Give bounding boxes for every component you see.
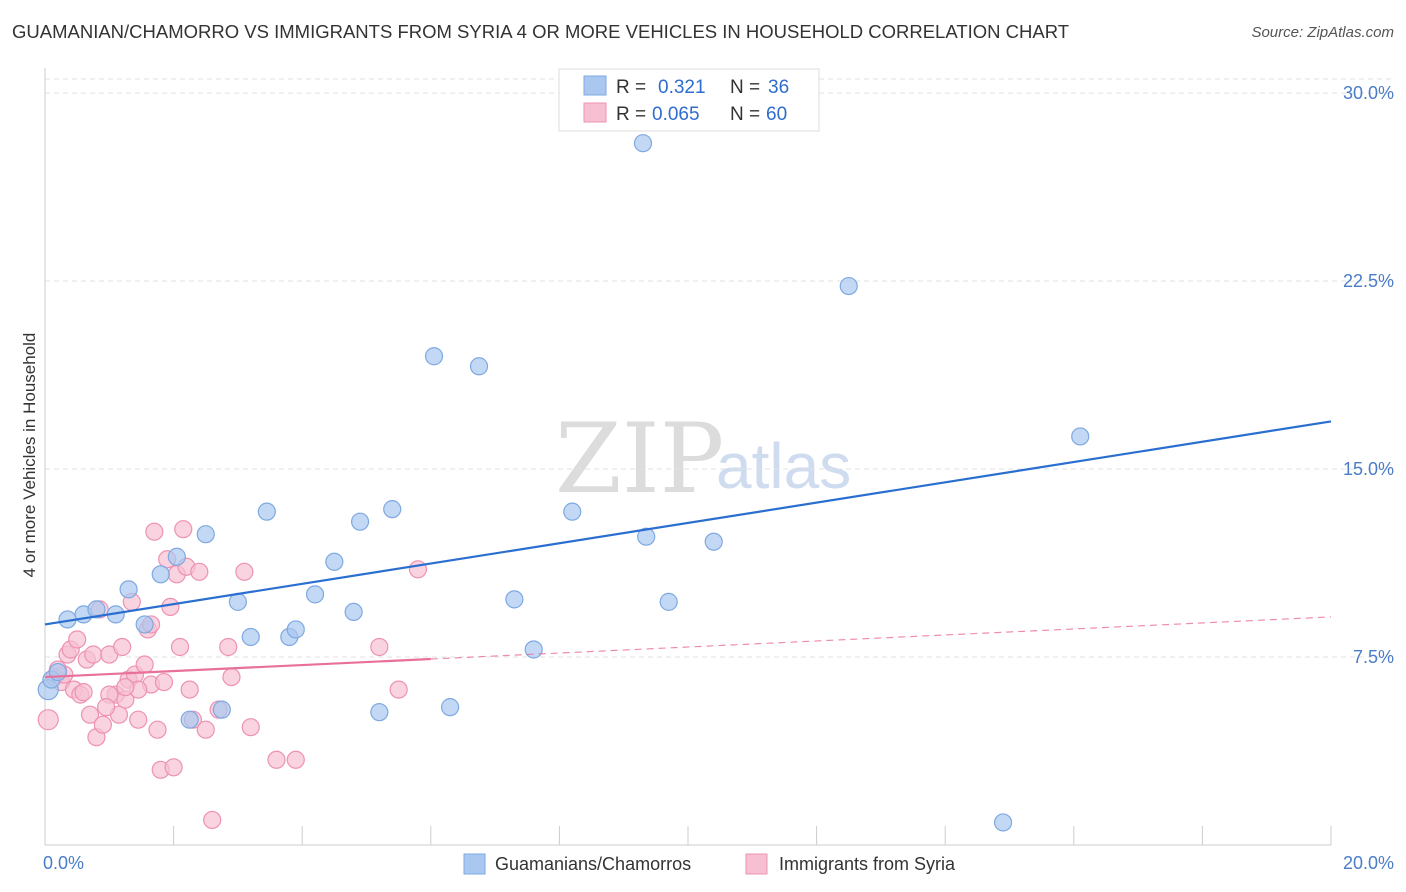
trend-line-guamanians (44, 420, 1332, 626)
legend-swatch-blue (583, 75, 607, 96)
watermark-atlas: atlas (716, 430, 851, 502)
trend-line-syria-solid (44, 657, 431, 679)
syria-point-35 (170, 637, 190, 657)
guamanian-point-22 (350, 512, 370, 531)
syria-point-24 (135, 655, 154, 674)
legend-n-value-blue: 36 (768, 77, 789, 98)
guamanian-point-20 (325, 552, 344, 571)
guamanian-point-10 (167, 547, 186, 566)
guamanian-point-5 (87, 600, 106, 619)
guamanian-point-8 (135, 615, 154, 634)
guamanian-point-19 (305, 585, 325, 604)
syria-point-23 (129, 710, 148, 729)
legend-n-value-pink: 60 (766, 104, 787, 125)
syria-point-50 (389, 680, 408, 699)
guamanian-point-9 (151, 565, 170, 584)
legend-n-label-pink: N = (730, 104, 760, 125)
syria-point-46 (241, 718, 260, 737)
guamanian-point-27 (469, 357, 489, 376)
guamanian-point-23 (370, 703, 389, 722)
legend-r-label-blue: R = (616, 77, 646, 98)
syria-point-47 (267, 750, 286, 769)
trend-lines (44, 420, 1332, 679)
watermark-zip: ZIP (555, 403, 724, 515)
trend-line-syria-dashed (430, 616, 1332, 660)
syria-point-49 (370, 637, 389, 657)
guamanian-point-12 (196, 525, 215, 544)
syria-point-38 (180, 680, 199, 699)
syria-point-33 (164, 758, 183, 777)
y-tick-label-1: 15.0% (1343, 459, 1394, 479)
syria-point-27 (145, 522, 164, 541)
x-tick-label-max: 20.0% (1343, 853, 1394, 873)
syria-point-28 (148, 720, 167, 739)
syria-point-18 (113, 637, 132, 657)
legend-n-label-blue: N = (730, 77, 760, 98)
legend-swatch-pink (583, 102, 607, 123)
syria-point-45 (235, 562, 254, 581)
syria-point-40 (190, 562, 209, 581)
guamanian-point-13 (212, 700, 231, 719)
guamanian-point-7 (119, 580, 138, 599)
source-credit: Source: ZipAtlas.com (1251, 24, 1394, 41)
series-legend: Guamanians/Chamorros Immigrants from Syr… (463, 853, 956, 875)
syria-point-8 (74, 683, 93, 702)
bottom-legend-swatch-pink (745, 853, 768, 875)
chart-title: GUAMANIAN/CHAMORRO VS IMMIGRANTS FROM SY… (12, 21, 1070, 42)
legend-r-value-pink: 0.065 (652, 104, 700, 125)
y-tick-label-2: 22.5% (1343, 271, 1394, 291)
syria-point-6 (68, 630, 87, 649)
guamanian-point-28 (505, 590, 524, 609)
x-tick-marks (44, 826, 1332, 845)
syria-point-36 (174, 520, 193, 539)
legend-r-label-pink: R = (616, 104, 646, 125)
syria-point-14 (93, 715, 112, 734)
y-tick-label-3: 30.0% (1343, 83, 1394, 103)
guamanian-point-37 (1071, 427, 1090, 446)
syria-point-59 (116, 677, 135, 697)
syria-point-51 (408, 560, 428, 579)
syria-point-56 (96, 698, 116, 717)
bottom-legend-label-blue: Guamanians/Chamorros (495, 854, 691, 874)
legend-r-value-blue: 0.321 (658, 77, 706, 98)
correlation-legend: R = 0.321 N = 36 R = 0.065 N = 60 (558, 68, 820, 132)
bottom-legend-swatch-blue (463, 853, 486, 875)
guamanian-point-35 (839, 276, 858, 296)
guamanian-point-21 (344, 602, 363, 622)
syria-point-10 (80, 705, 100, 724)
guamanian-point-31 (633, 134, 653, 153)
guamanian-point-30 (563, 502, 582, 521)
syria-point-42 (203, 810, 222, 830)
syria-point-0 (37, 709, 59, 731)
syria-point-55 (222, 667, 241, 687)
guamanian-point-26 (440, 698, 460, 717)
guamanian-point-33 (659, 592, 678, 611)
guamanian-point-16 (257, 502, 276, 521)
syria-point-44 (219, 637, 238, 657)
guamanian-point-24 (383, 500, 402, 519)
guamanian-point-18 (286, 620, 305, 639)
guamanian-point-34 (704, 532, 723, 551)
guamanian-point-36 (993, 813, 1013, 832)
syria-point-41 (196, 720, 215, 739)
bottom-legend-label-pink: Immigrants from Syria (779, 854, 956, 874)
y-axis-label: 4 or more Vehicles in Household (20, 333, 39, 578)
guamanian-point-32 (637, 527, 656, 546)
syria-point-48 (286, 750, 305, 769)
guamanian-point-25 (424, 347, 444, 366)
syria-point-11 (84, 645, 103, 664)
guamanian-point-11 (180, 710, 199, 729)
y-tick-labels: 7.5% 15.0% 22.5% 30.0% (1343, 83, 1394, 667)
guamanian-point-29 (524, 640, 543, 659)
series-guamanians-chamorros (37, 134, 1090, 832)
syria-point-32 (161, 597, 180, 616)
x-tick-label-min: 0.0% (43, 853, 84, 873)
syria-point-30 (154, 672, 174, 692)
guamanian-point-2 (48, 662, 67, 682)
guamanian-point-15 (241, 627, 260, 647)
y-tick-label-0: 7.5% (1353, 647, 1394, 667)
